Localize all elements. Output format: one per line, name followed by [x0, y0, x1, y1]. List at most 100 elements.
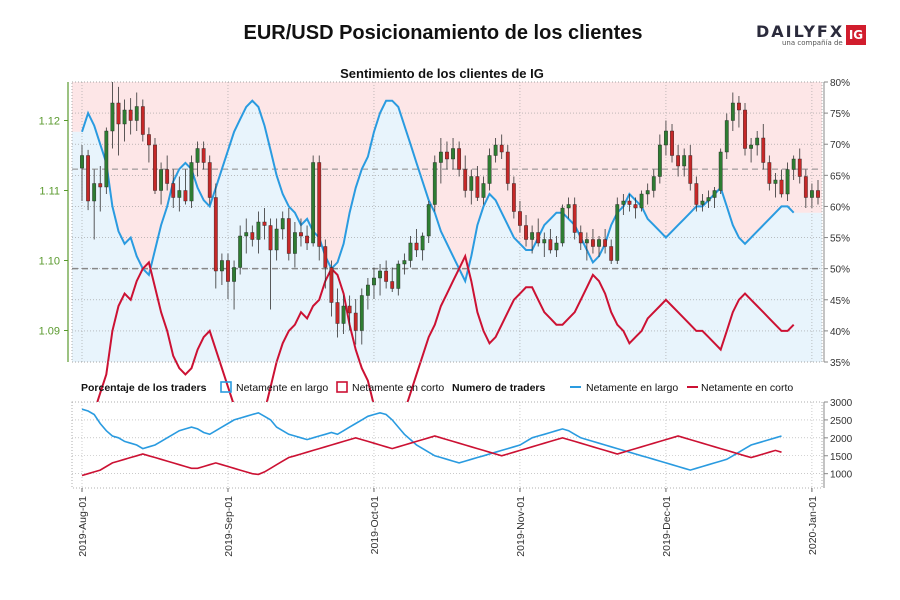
- candle-body: [536, 232, 541, 244]
- candle-body: [329, 267, 334, 303]
- candle-body: [797, 158, 802, 177]
- candle-body: [244, 232, 249, 237]
- candle-body: [785, 169, 790, 195]
- candle-body: [402, 260, 407, 265]
- candle-body: [810, 190, 814, 198]
- candle-body: [104, 130, 109, 188]
- candle-body: [201, 148, 206, 163]
- candle-body: [749, 144, 753, 149]
- candle-body: [670, 130, 674, 156]
- candle-body: [615, 204, 620, 261]
- x-axis-label: 2020-Jan-01: [807, 496, 819, 555]
- net-long-count-line: [81, 408, 782, 471]
- candle-body: [165, 169, 170, 184]
- candle-body: [177, 190, 182, 198]
- right-axis-label: 75%: [830, 109, 850, 120]
- legend: Porcentaje de los traders Netamente en la…: [81, 381, 793, 394]
- candle-body: [639, 193, 644, 209]
- candle-body: [578, 232, 583, 244]
- candle-body: [651, 176, 656, 191]
- legend-long-box: [220, 381, 232, 393]
- candle-body: [712, 190, 717, 198]
- candle-body: [791, 158, 796, 170]
- left-axis-label: 1.12: [39, 116, 60, 128]
- candle-body: [147, 134, 151, 146]
- legend-pct-title: Porcentaje de los traders: [81, 382, 207, 394]
- candle-body: [171, 183, 176, 198]
- candle-body: [353, 312, 358, 331]
- candle-body: [511, 183, 516, 212]
- candle-body: [311, 162, 316, 244]
- candle-body: [706, 197, 711, 202]
- candle-body: [499, 144, 504, 153]
- candle-body: [487, 155, 492, 184]
- candle-body: [80, 155, 84, 169]
- ig-logo-badge: IG: [846, 25, 866, 45]
- candle-body: [116, 102, 121, 125]
- legend-long-pct-label: Netamente en largo: [236, 382, 328, 394]
- candle-body: [280, 218, 285, 230]
- candle-body: [560, 207, 565, 244]
- count-axis-label: 3000: [830, 398, 853, 409]
- candle-body: [414, 242, 419, 251]
- long-bias-area: [72, 100, 822, 362]
- candle-body: [274, 228, 279, 251]
- candle-body: [153, 144, 157, 191]
- candle-body: [372, 277, 376, 286]
- candle-body: [657, 144, 662, 177]
- candle-body: [408, 242, 413, 261]
- candle-body: [530, 232, 535, 240]
- candle-body: [226, 260, 230, 282]
- candle-body: [365, 284, 370, 296]
- candle-body: [305, 235, 309, 244]
- candle-body: [128, 109, 133, 121]
- candle-body: [317, 162, 322, 247]
- candle-body: [743, 109, 747, 149]
- candle-body: [323, 246, 328, 268]
- candle-body: [432, 162, 437, 205]
- candle-body: [633, 204, 638, 209]
- candle-body: [299, 232, 303, 237]
- candle-body: [469, 176, 474, 191]
- candle-body: [335, 302, 340, 324]
- candle-body: [645, 190, 650, 195]
- candle-body: [92, 183, 97, 202]
- candle-body: [518, 211, 522, 226]
- candle-body: [548, 239, 553, 251]
- candle-body: [451, 148, 455, 160]
- logo-subtitle: una compañía de: [782, 39, 843, 47]
- chart-subtitle: Sentimiento de los clientes de IG: [340, 66, 544, 81]
- candle-body: [195, 148, 200, 163]
- candle-body: [390, 281, 395, 289]
- candle-body: [688, 155, 693, 184]
- legend-short-count-label: Netamente en corto: [701, 382, 793, 394]
- net-long-sentiment-line: [81, 99, 795, 285]
- dailyfx-logo: DAILYFX una compañía de IG: [756, 22, 868, 50]
- count-axis-label: 1000: [830, 470, 853, 481]
- candle-body: [420, 235, 425, 251]
- right-axis-label: 40%: [830, 327, 850, 338]
- legend-long-count-label: Netamente en largo: [586, 382, 678, 394]
- right-axis-label: 55%: [830, 234, 850, 245]
- candle-body: [724, 120, 729, 153]
- candle-body: [463, 169, 468, 191]
- candle-body: [676, 155, 680, 167]
- candle-body: [110, 102, 115, 132]
- candle-body: [122, 109, 127, 125]
- right-axis-label: 70%: [830, 140, 850, 151]
- candle-body: [779, 179, 784, 195]
- candle-body: [572, 204, 577, 233]
- x-axis-label: 2019-Aug-01: [77, 496, 89, 557]
- right-axis-label: 50%: [830, 265, 850, 276]
- candle-body: [98, 183, 103, 188]
- candle-body: [426, 204, 431, 237]
- candle-body: [220, 260, 224, 272]
- right-axis-label: 80%: [830, 78, 850, 89]
- candle-body: [384, 270, 389, 282]
- plot-frame: [71, 81, 823, 363]
- right-axis-label: 65%: [830, 171, 850, 182]
- candle-body: [591, 239, 595, 247]
- candle-body: [293, 232, 297, 254]
- candle-body: [566, 204, 571, 209]
